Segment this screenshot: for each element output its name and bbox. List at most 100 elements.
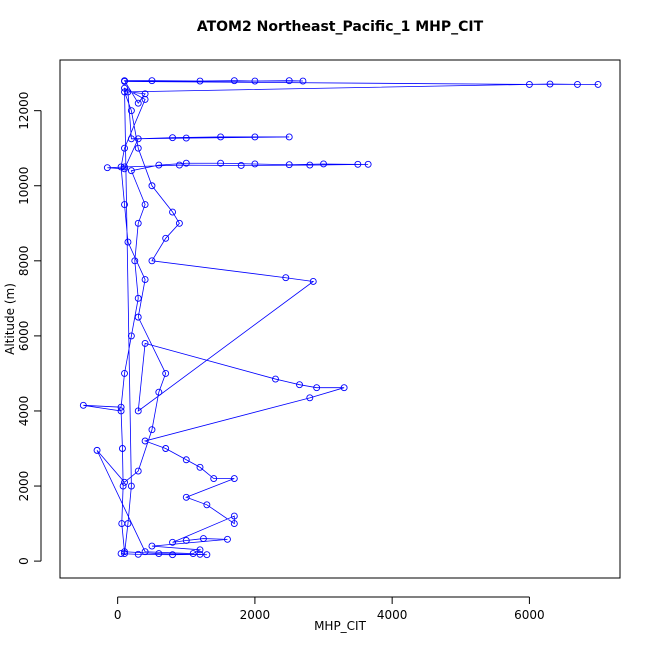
point (134, 407, 142, 415)
y-tick-label: 4000 (17, 396, 31, 427)
point (155, 550, 163, 558)
point (134, 467, 142, 475)
point (121, 84, 128, 92)
point (340, 384, 348, 392)
point (141, 201, 149, 208)
point (134, 294, 142, 302)
point (251, 160, 259, 168)
point (117, 407, 125, 415)
point (196, 77, 204, 85)
point (189, 550, 197, 558)
point (169, 208, 176, 216)
point (196, 550, 204, 558)
point (148, 182, 156, 190)
point (237, 162, 245, 169)
point (148, 77, 156, 85)
point (182, 493, 190, 501)
y-tick-label: 12000 (17, 92, 31, 130)
point (296, 381, 303, 389)
point (285, 133, 293, 141)
y-tick-label: 0 (17, 557, 31, 565)
point (79, 401, 87, 409)
point (162, 234, 170, 242)
point (117, 163, 125, 171)
point (203, 551, 211, 559)
x-tick-label: 6000 (514, 608, 545, 622)
point (354, 160, 362, 168)
series-line (83, 80, 599, 556)
point (148, 426, 156, 434)
point (525, 80, 533, 88)
point (182, 134, 190, 142)
y-tick-label: 10000 (17, 167, 31, 205)
point (127, 135, 135, 143)
point (155, 161, 163, 169)
point (134, 144, 142, 152)
point (182, 537, 190, 544)
point (141, 339, 149, 347)
point (169, 551, 176, 559)
point (224, 535, 231, 543)
point (124, 238, 132, 246)
point (127, 332, 135, 340)
y-tick-label: 2000 (17, 471, 31, 502)
x-tick-label: 0 (114, 608, 122, 622)
x-axis-label: MHP_CIT (314, 619, 367, 633)
x-tick-label: 4000 (377, 608, 408, 622)
point (148, 257, 156, 265)
point (251, 133, 259, 141)
point (134, 550, 142, 558)
point (217, 159, 225, 167)
point (320, 160, 327, 168)
point (210, 475, 218, 482)
point (574, 80, 581, 88)
point (121, 369, 128, 377)
point (141, 437, 149, 445)
point (119, 482, 127, 490)
point (124, 520, 132, 528)
point (306, 161, 314, 169)
point (217, 133, 225, 141)
point (230, 512, 238, 520)
point (309, 278, 317, 285)
point (175, 161, 183, 169)
x-tick-label: 2000 (240, 608, 271, 622)
point (103, 164, 111, 172)
point (282, 274, 290, 282)
point (299, 77, 307, 85)
point (230, 520, 238, 528)
point (148, 542, 156, 550)
point (141, 95, 149, 103)
point (155, 388, 163, 396)
point (203, 501, 211, 509)
point (127, 167, 135, 175)
point (182, 456, 190, 464)
point (121, 165, 128, 173)
point (251, 77, 259, 85)
chart-title: ATOM2 Northeast_Pacific_1 MHP_CIT (197, 19, 484, 35)
point (162, 445, 170, 452)
point (124, 88, 132, 96)
point (134, 313, 142, 321)
point (121, 163, 128, 171)
point (134, 135, 142, 143)
y-tick-label: 8000 (17, 246, 31, 277)
point (93, 446, 101, 454)
point (119, 445, 126, 452)
point (175, 219, 183, 227)
point (131, 257, 139, 265)
point (230, 475, 238, 482)
point (285, 77, 293, 85)
point (121, 201, 128, 208)
point (117, 550, 125, 558)
y-axis-label: Altitude (m) (3, 283, 17, 355)
point (134, 219, 142, 227)
point (134, 99, 142, 107)
point (127, 482, 135, 490)
point (127, 107, 135, 115)
point (121, 144, 128, 152)
point (230, 77, 238, 85)
point (141, 548, 149, 556)
point (169, 538, 176, 546)
point (272, 375, 279, 383)
